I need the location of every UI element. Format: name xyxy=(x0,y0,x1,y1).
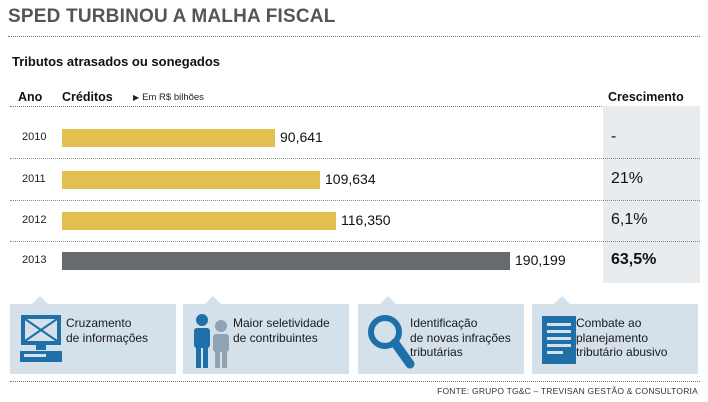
title-divider xyxy=(8,36,700,37)
document-icon xyxy=(540,312,580,377)
row-divider xyxy=(10,241,700,242)
card-label-line: Maior seletividade xyxy=(233,316,330,330)
year-header: Ano xyxy=(18,90,43,104)
bar-2011 xyxy=(62,171,320,189)
value-label: 116,350 xyxy=(341,212,391,228)
value-label: 109,634 xyxy=(325,171,376,187)
card-label-line: Cruzamento xyxy=(66,316,132,330)
footer-divider xyxy=(10,381,700,382)
growth-label: - xyxy=(611,128,617,145)
card-pointer xyxy=(554,296,570,304)
value-label: 90,641 xyxy=(280,129,323,145)
card-label-line: planejamento xyxy=(576,330,649,345)
card-label: Combate ao planejamento tributário abusivo xyxy=(576,316,667,360)
bar-2010 xyxy=(62,129,275,147)
value-label: 190,199 xyxy=(515,252,566,268)
chart-title: SPED TURBINOU A MALHA FISCAL xyxy=(8,6,336,27)
growth-column-background xyxy=(603,106,700,283)
growth-label: 21% xyxy=(611,170,644,187)
source-note: FONTE: GRUPO TG&C – TREVISAN GESTÃO & CO… xyxy=(437,386,698,396)
year-label: 2012 xyxy=(22,214,47,226)
bar-2012 xyxy=(62,212,336,230)
people-icon xyxy=(191,312,237,377)
row-divider xyxy=(10,200,700,201)
card-label-line: de informações xyxy=(66,330,149,345)
card-label-line: de novas infrações xyxy=(410,330,511,345)
row-divider xyxy=(10,158,700,159)
unit-label: ▶ Em R$ bilhões xyxy=(133,92,204,103)
chart-subtitle: Tributos atrasados ou sonegados xyxy=(12,54,221,69)
year-label: 2010 xyxy=(22,131,47,143)
growth-header: Crescimento xyxy=(608,90,684,104)
triangle-right-icon: ▶ xyxy=(133,93,140,102)
year-label: 2011 xyxy=(22,173,46,185)
info-card: Maior seletividade de contribuintes xyxy=(183,296,349,377)
card-label-line: de contribuintes xyxy=(233,330,318,345)
growth-label: 63,5% xyxy=(611,251,657,268)
info-card: Cruzamento de informações xyxy=(10,296,176,374)
card-pointer xyxy=(380,296,396,304)
card-label-line: Identificação xyxy=(410,316,478,330)
header-divider xyxy=(10,106,700,107)
card-label-line: tributário abusivo xyxy=(576,345,668,359)
info-card: Combate ao planejamento tributário abusivo xyxy=(532,296,698,377)
card-label-line: tributárias xyxy=(410,345,463,359)
card-pointer xyxy=(32,296,48,304)
card-label-line: Combate ao xyxy=(576,316,642,330)
card-label: Cruzamento de informações xyxy=(66,316,148,345)
credits-header: Créditos xyxy=(62,90,113,104)
card-label: Maior seletividade de contribuintes xyxy=(233,316,330,345)
magnifier-icon xyxy=(366,312,416,377)
bar-2013 xyxy=(62,252,510,270)
card-label: Identificação de novas infrações tributári… xyxy=(410,316,511,360)
growth-label: 6,1% xyxy=(611,211,648,228)
computer-icon xyxy=(18,312,64,371)
year-label: 2013 xyxy=(22,254,47,266)
info-card: Identificação de novas infrações tributári… xyxy=(358,296,524,377)
card-pointer xyxy=(205,296,221,304)
